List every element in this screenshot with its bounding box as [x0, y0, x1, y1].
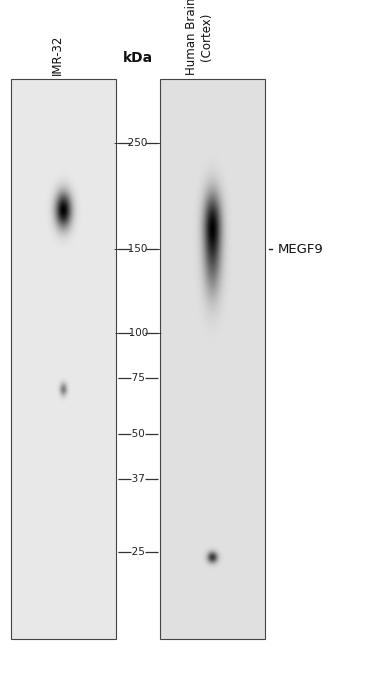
Text: Human Brain
(Cortex): Human Brain (Cortex) [184, 0, 213, 75]
Text: kDa: kDa [123, 51, 153, 65]
Text: — 150 —: — 150 — [114, 245, 162, 254]
Text: — 250 —: — 250 — [114, 138, 162, 148]
Bar [11, 79, 116, 639]
Text: — 25 —: — 25 — [118, 547, 158, 557]
Text: — 37 —: — 37 — [118, 474, 158, 484]
Text: — 100 —: — 100 — [114, 329, 162, 338]
Text: IMR-32: IMR-32 [50, 35, 63, 75]
Text: — 50 —: — 50 — [118, 429, 158, 439]
Bar [160, 79, 265, 639]
Text: MEGF9: MEGF9 [278, 243, 323, 256]
Text: — 75 —: — 75 — [118, 373, 158, 383]
